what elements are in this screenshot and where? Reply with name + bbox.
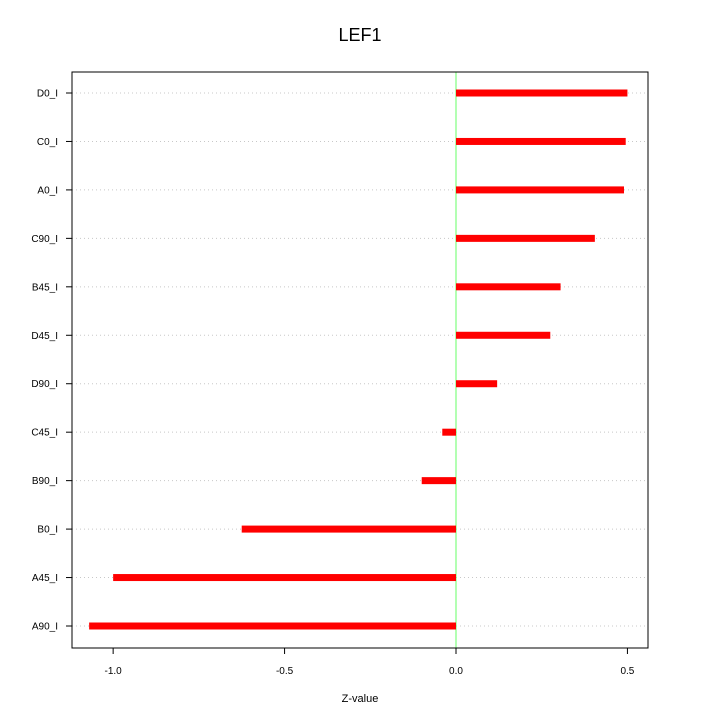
bar-c0-i xyxy=(456,137,626,145)
x-tick-label: -0.5 xyxy=(276,666,294,677)
x-axis-label: Z-value xyxy=(342,693,379,705)
y-tick-label: C0_I xyxy=(37,137,58,148)
bar-layer xyxy=(89,89,628,630)
bar-b0-i xyxy=(241,525,456,533)
bar-a45-i xyxy=(113,574,457,582)
y-tick-label: D0_I xyxy=(37,89,58,100)
y-axis: D0_I C0_I A0_I C90_I B45_I D45_I D90_I C45_I B90… xyxy=(31,89,72,633)
grid-layer xyxy=(72,92,648,627)
bar-d90-i xyxy=(456,380,498,388)
bar-d0-i xyxy=(456,89,628,97)
bar-a0-i xyxy=(456,186,624,194)
y-tick-label: C90_I xyxy=(31,234,58,245)
y-tick-label: D45_I xyxy=(31,331,58,342)
y-tick-label: A45_I xyxy=(32,573,58,584)
y-tick-label: B0_I xyxy=(37,525,58,536)
x-axis: -1.0 -0.5 0.0 0.5 xyxy=(105,648,635,677)
x-tick-label: -1.0 xyxy=(105,666,123,677)
y-tick-label: D90_I xyxy=(31,379,58,390)
bar-b90-i xyxy=(421,477,456,485)
bar-a90-i xyxy=(89,622,457,630)
chart-title: LEF1 xyxy=(338,25,381,45)
bar-d45-i xyxy=(456,331,551,339)
bar-c90-i xyxy=(456,234,595,242)
y-tick-label: A0_I xyxy=(37,185,58,196)
plot-frame xyxy=(71,71,649,649)
y-tick-label: B45_I xyxy=(32,282,58,293)
y-tick-label: A90_I xyxy=(32,622,58,633)
bar-b45-i xyxy=(456,283,561,291)
x-tick-label: 0.0 xyxy=(449,666,463,677)
x-tick-label: 0.5 xyxy=(620,666,634,677)
y-tick-label: C45_I xyxy=(31,428,58,439)
bar-c45-i xyxy=(442,428,456,436)
y-tick-label: B90_I xyxy=(32,476,58,487)
